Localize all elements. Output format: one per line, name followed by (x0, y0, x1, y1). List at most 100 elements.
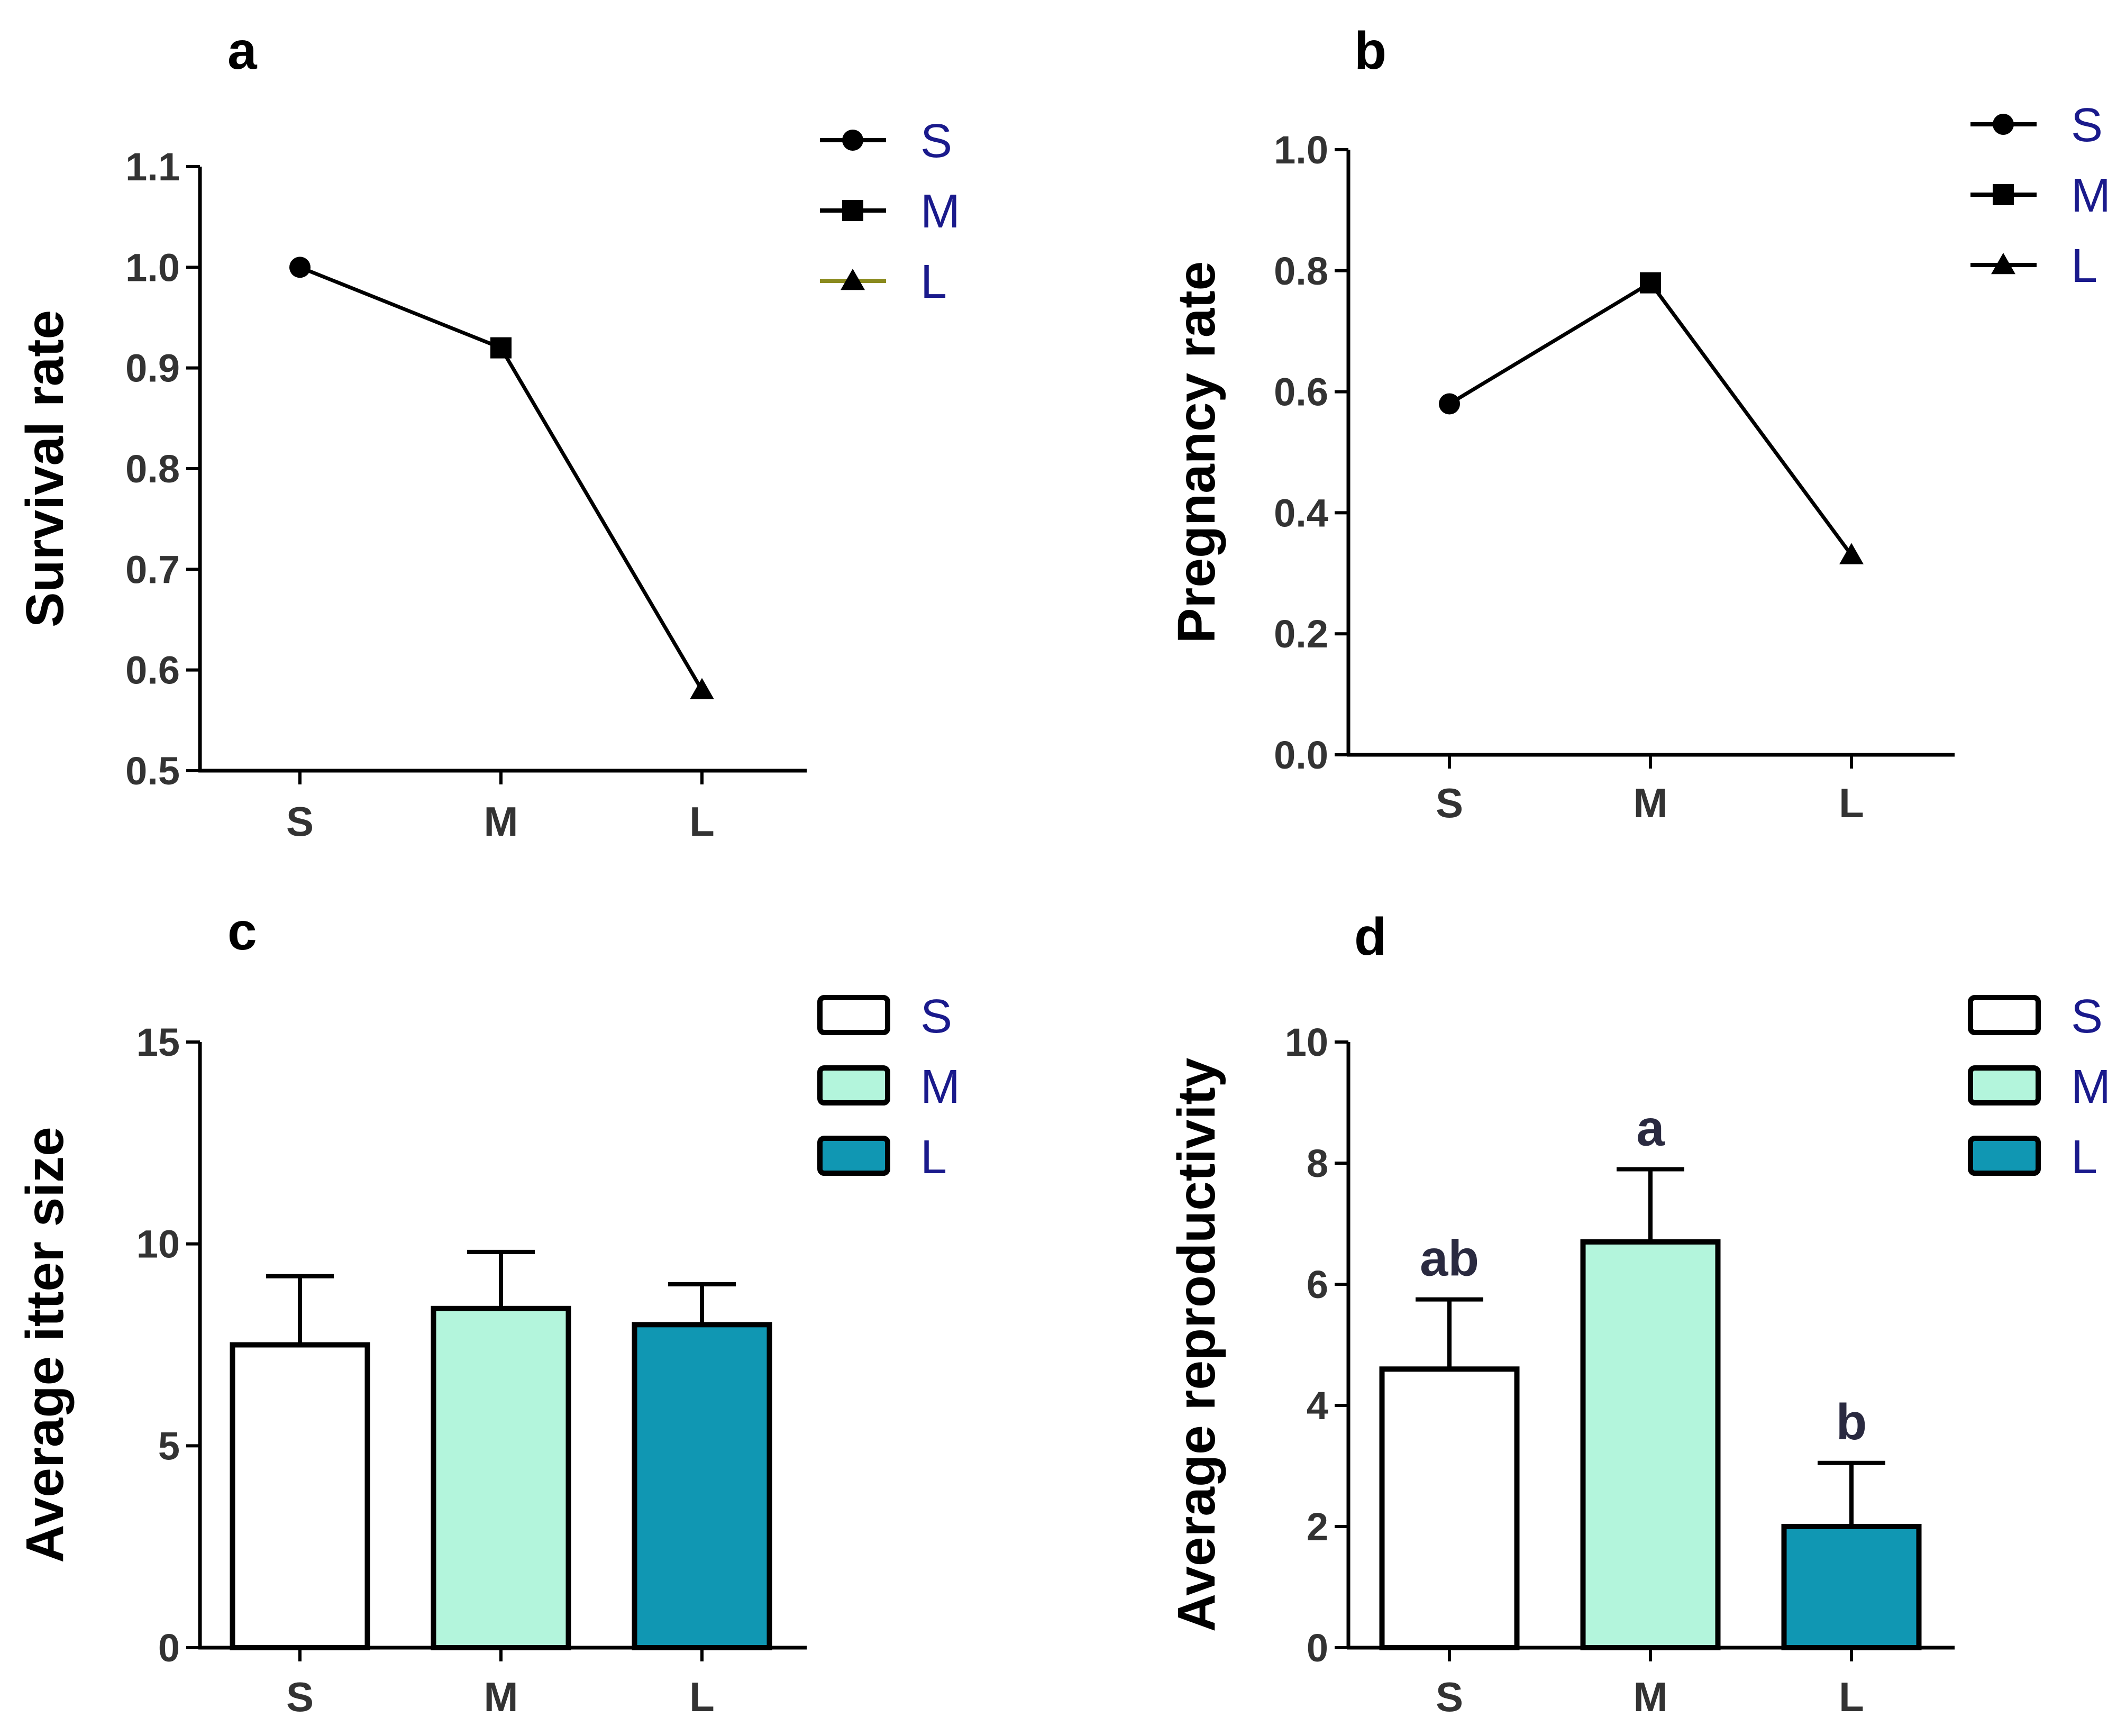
legend-item-l: L (1968, 1131, 2097, 1184)
y-tick-label: 2 (1307, 1505, 1328, 1549)
bar-m (1580, 1239, 1721, 1651)
y-tick-label: 0.2 (1274, 612, 1328, 656)
y-tick-label: 0.7 (125, 547, 180, 591)
legend-item-s: S (820, 115, 952, 168)
y-tick-label: 0.5 (125, 749, 180, 793)
legend-item-m: M (817, 1061, 960, 1113)
y-tick-label: 0 (158, 1626, 180, 1670)
bar-l (1781, 1524, 1922, 1650)
data-point-l (690, 678, 714, 699)
legend-label: M (920, 185, 960, 238)
y-tick-label: 0 (1307, 1626, 1328, 1670)
x-tick-label: S (286, 798, 314, 845)
y-axis-title: Average itter size (15, 1127, 75, 1563)
legend-swatch (817, 1136, 890, 1176)
bar-l (632, 1322, 772, 1650)
y-tick-label: 4 (1307, 1384, 1328, 1428)
y-tick-label: 0.4 (1274, 491, 1328, 535)
legend-swatch (1968, 1065, 2041, 1105)
data-point-s (289, 257, 311, 278)
y-tick-label: 0.6 (125, 648, 180, 692)
legend-item-l: L (1970, 240, 2097, 293)
legend-swatch (1968, 995, 2041, 1035)
data-point-s (1439, 393, 1460, 415)
y-tick-label: 10 (1285, 1020, 1328, 1064)
legend-marker-circle-icon (1993, 114, 2014, 135)
y-axis-title: Average reproductivity (1167, 1057, 1226, 1632)
y-tick-label: 6 (1307, 1263, 1328, 1306)
bar-s (1379, 1366, 1520, 1651)
y-axis-title: Pregnancy rate (1167, 261, 1226, 644)
y-axis-title: Survival rate (15, 310, 75, 627)
legend-label: L (920, 1131, 947, 1184)
legend-marker-triangle-icon (841, 269, 865, 290)
panel-letter: a (227, 21, 258, 80)
legend-label: L (2071, 240, 2097, 293)
legend-label: S (2071, 990, 2103, 1043)
significance-label: a (1636, 1100, 1665, 1156)
legend-item-s: S (1970, 99, 2103, 152)
legend-label: M (920, 1061, 960, 1113)
x-tick-label: M (484, 1674, 518, 1720)
x-tick-label: M (484, 798, 518, 845)
x-tick-label: S (1436, 780, 1463, 826)
x-tick-label: L (1839, 1674, 1864, 1720)
significance-label: ab (1420, 1230, 1479, 1287)
legend-swatch (817, 1065, 890, 1105)
legend-label: M (2071, 1061, 2111, 1113)
data-point-l (1839, 543, 1864, 564)
legend-label: L (920, 255, 947, 308)
x-tick-label: L (689, 1674, 715, 1720)
data-line (299, 266, 704, 691)
x-tick-label: S (286, 1674, 314, 1720)
y-tick-label: 1.1 (125, 145, 180, 189)
x-tick-label: M (1634, 780, 1668, 826)
bar-m (431, 1305, 571, 1651)
x-tick-label: L (689, 798, 715, 845)
y-tick-label: 10 (136, 1222, 180, 1266)
data-point-m (1640, 272, 1661, 294)
legend-label: L (2071, 1131, 2097, 1184)
y-tick-label: 15 (136, 1020, 180, 1064)
legend-label: S (2071, 99, 2103, 152)
legend-item-l: L (817, 1131, 947, 1184)
legend-item-s: S (817, 990, 952, 1043)
y-tick-label: 8 (1307, 1141, 1328, 1185)
panel-letter: c (227, 902, 257, 961)
y-tick-label: 5 (158, 1424, 180, 1468)
panel-letter: b (1354, 21, 1386, 80)
bar-s (230, 1342, 370, 1650)
y-tick-label: 0.8 (125, 447, 180, 491)
legend-item-m: M (1968, 1061, 2111, 1113)
panel-letter: d (1354, 907, 1386, 966)
legend-label: M (2071, 169, 2111, 222)
x-tick-label: L (1839, 780, 1864, 826)
legend-item-m: M (1970, 169, 2111, 222)
legend-item-l: L (820, 255, 947, 308)
y-tick-label: 1.0 (1274, 128, 1328, 172)
y-tick-label: 1.0 (125, 245, 180, 289)
legend-item-m: M (820, 185, 960, 238)
legend-label: S (920, 115, 952, 168)
y-tick-label: 0.6 (1274, 370, 1328, 414)
data-line (1448, 280, 1853, 556)
y-tick-label: 0.8 (1274, 249, 1328, 293)
legend-swatch (817, 995, 890, 1035)
legend-marker-square-icon (842, 200, 863, 221)
legend-swatch (1968, 1136, 2041, 1176)
legend-marker-triangle-icon (1991, 253, 2015, 275)
y-tick-label: 0.0 (1274, 733, 1328, 777)
data-point-m (490, 337, 512, 359)
x-tick-label: M (1634, 1674, 1668, 1720)
legend-label: S (920, 990, 952, 1043)
significance-label: b (1836, 1394, 1867, 1450)
legend-item-s: S (1968, 990, 2103, 1043)
x-tick-label: S (1436, 1674, 1463, 1720)
legend-marker-square-icon (1993, 184, 2014, 205)
legend-marker-circle-icon (842, 130, 863, 151)
